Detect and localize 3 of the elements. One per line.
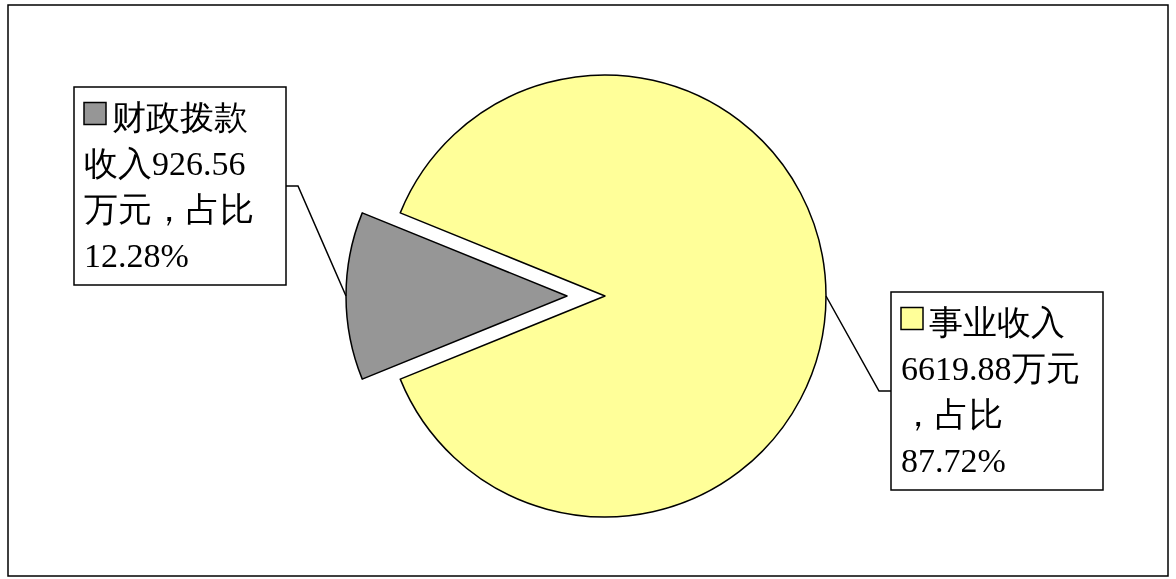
legend-label: 事业收入 (929, 303, 1065, 341)
data-label: 6619.88万元，占比87.72% (901, 349, 1080, 479)
legend-label: 财政拨款收入926.56万元，占比12.28% (84, 98, 254, 274)
